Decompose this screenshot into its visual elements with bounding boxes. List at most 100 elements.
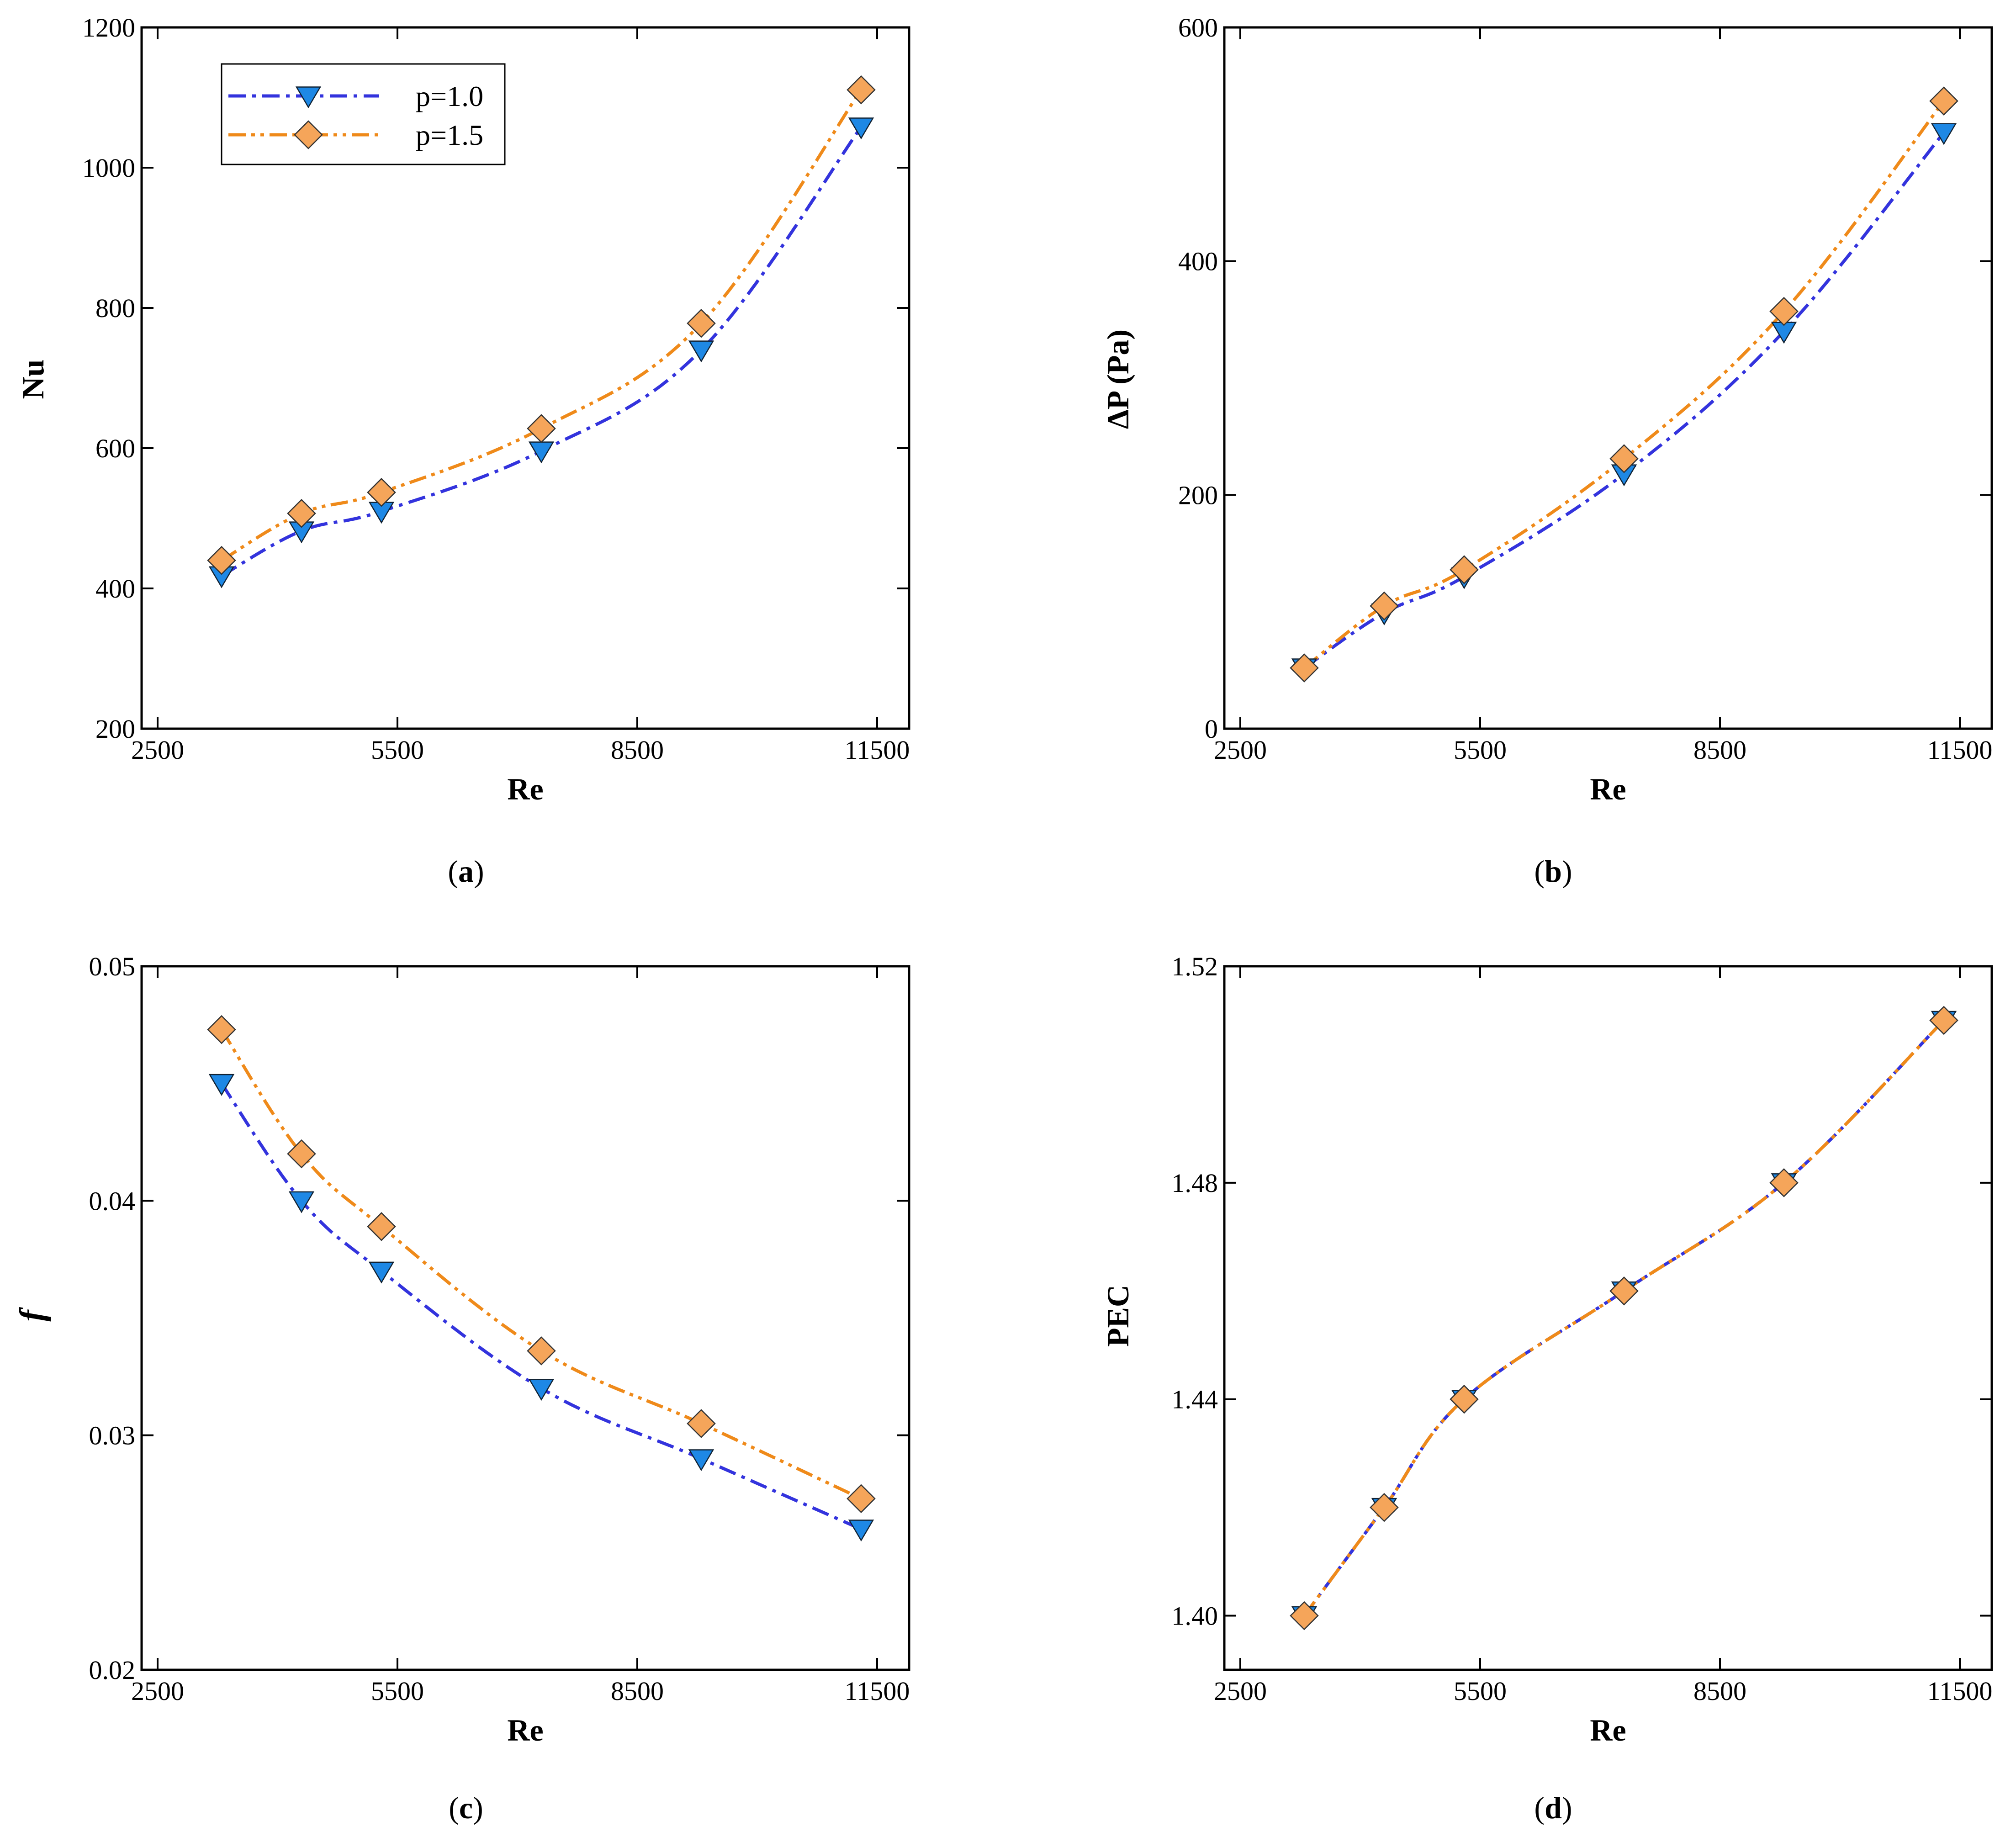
- data-point-p15: [1769, 297, 1799, 326]
- y-tick-label: 1.40: [1172, 1601, 1218, 1631]
- data-point-p15: [1769, 1168, 1799, 1197]
- x-tick-label: 2500: [131, 1676, 184, 1706]
- data-point-p15: [207, 1015, 236, 1044]
- data-point-p15: [1370, 591, 1399, 621]
- data-point-p10: [848, 117, 874, 140]
- legend-marker-diamond: [294, 120, 323, 149]
- plot-frame: [1223, 965, 1993, 1671]
- series-line-p10: [1303, 1019, 1945, 1617]
- legend-marker-triangle: [295, 86, 322, 109]
- x-axis-label: Re: [1590, 772, 1626, 806]
- chart-panel-c: 2500 5500 8500 11500 0.02 0.03 0.04 0.05 Re f (c): [13, 952, 910, 1825]
- y-tick-label: 0.04: [89, 1186, 136, 1216]
- data-point-p10: [848, 1520, 874, 1542]
- data-point-p15: [1290, 1601, 1319, 1631]
- plot-frame: [140, 965, 910, 1671]
- panel-label-close-paren: ): [1562, 854, 1572, 889]
- y-tick-label: 0.02: [89, 1655, 136, 1685]
- y-tick-label: 0: [1205, 714, 1218, 744]
- x-tick-label: 5500: [371, 1676, 424, 1706]
- data-point-p10: [528, 441, 555, 464]
- data-point-p15: [1929, 86, 1958, 116]
- data-point-p15: [687, 309, 716, 338]
- y-tick-label: 1200: [82, 13, 135, 42]
- y-tick-label: 1.48: [1172, 1168, 1218, 1198]
- y-tick-label: 600: [1178, 13, 1218, 42]
- plot-frame: [140, 26, 910, 730]
- y-tick-label: 600: [95, 434, 135, 463]
- panel-label: (b): [1534, 854, 1572, 889]
- panel-label-open-paren: (: [449, 1790, 459, 1825]
- panel-label: (d): [1534, 1790, 1572, 1825]
- y-tick-label: 400: [95, 574, 135, 604]
- x-tick-label: 11500: [1927, 735, 1993, 765]
- x-tick-label: 11500: [1927, 1676, 1993, 1706]
- data-point-p15: [367, 1212, 396, 1241]
- y-axis-label: f: [13, 1307, 51, 1322]
- y-tick-label: 400: [1178, 247, 1218, 276]
- y-axis-label: Nu: [16, 360, 50, 399]
- series-line-p10: [220, 1082, 862, 1531]
- data-point-p15: [1450, 555, 1479, 584]
- y-tick-label: 800: [95, 293, 135, 323]
- y-tick-label: 1.44: [1172, 1385, 1218, 1414]
- x-tick-label: 5500: [371, 735, 424, 765]
- y-axis-label: ΔP (Pa): [1101, 329, 1135, 429]
- y-tick-label: 1000: [82, 153, 135, 183]
- panel-label-open-paren: (: [1534, 1790, 1545, 1825]
- series-line-p15: [1303, 100, 1945, 669]
- x-axis-label: Re: [507, 772, 543, 806]
- data-point-p10: [1931, 123, 1957, 145]
- x-tick-label: 11500: [845, 735, 910, 765]
- data-point-p15: [1290, 653, 1319, 683]
- x-tick-label: 8500: [611, 1676, 664, 1706]
- legend-label: p=1.5: [416, 119, 483, 151]
- data-point-p10: [208, 1074, 235, 1096]
- panel-label-letter: c: [459, 1790, 473, 1825]
- panel-label-letter: b: [1545, 854, 1562, 889]
- x-tick-label: 5500: [1454, 735, 1507, 765]
- legend-label: p=1.0: [416, 80, 483, 112]
- chart-panel-a: 2500 5500 8500 11500 200 400 600 800 1000 1200 Re N…: [16, 13, 910, 889]
- panel-label: (a): [448, 854, 484, 889]
- data-point-p15: [527, 414, 556, 443]
- x-tick-label: 5500: [1454, 1676, 1507, 1706]
- data-point-p15: [1609, 444, 1639, 473]
- data-point-p15: [687, 1409, 716, 1438]
- panel-label-letter: d: [1545, 1790, 1562, 1825]
- data-point-p15: [847, 75, 876, 105]
- data-point-p15: [1370, 1493, 1399, 1522]
- y-axis-label: PEC: [1101, 1285, 1135, 1347]
- x-axis-label: Re: [507, 1713, 543, 1747]
- panel-label-letter: a: [458, 854, 474, 889]
- x-tick-label: 2500: [1214, 1676, 1267, 1706]
- data-point-p15: [527, 1336, 556, 1366]
- panel-label-open-paren: (: [448, 854, 458, 889]
- legend: p=1.0 p=1.5: [221, 63, 506, 165]
- data-point-p15: [367, 477, 396, 507]
- y-tick-label: 200: [1178, 480, 1218, 510]
- data-point-p10: [368, 1261, 395, 1284]
- y-tick-label: 0.05: [89, 952, 136, 981]
- series-line-p10: [221, 126, 862, 577]
- data-point-p15: [1609, 1276, 1639, 1306]
- data-point-p15: [1450, 1384, 1479, 1414]
- data-point-p10: [688, 1449, 714, 1472]
- panel-label-close-paren: ): [1562, 1790, 1572, 1825]
- data-point-p15: [207, 545, 236, 575]
- data-point-p10: [688, 340, 714, 363]
- series-line-p15: [220, 1028, 862, 1500]
- data-point-p10: [288, 1191, 315, 1213]
- data-point-p15: [287, 498, 316, 528]
- x-tick-label: 8500: [1693, 1676, 1746, 1706]
- panel-label-close-paren: ): [473, 1790, 483, 1825]
- series-line-p15: [1303, 1019, 1945, 1617]
- panel-label-close-paren: ): [474, 854, 484, 889]
- data-point-p15: [1929, 1006, 1958, 1035]
- chart-panel-b: 2500 5500 8500 11500 0 200 400 600 Re ΔP (Pa) (b): [1101, 13, 1993, 889]
- x-tick-label: 8500: [1693, 735, 1746, 765]
- x-tick-label: 8500: [611, 735, 664, 765]
- data-point-p15: [847, 1484, 876, 1514]
- chart-panel-d: 2500 5500 8500 11500 1.40 1.44 1.48 1.52 Re PEC (d…: [1101, 952, 1993, 1825]
